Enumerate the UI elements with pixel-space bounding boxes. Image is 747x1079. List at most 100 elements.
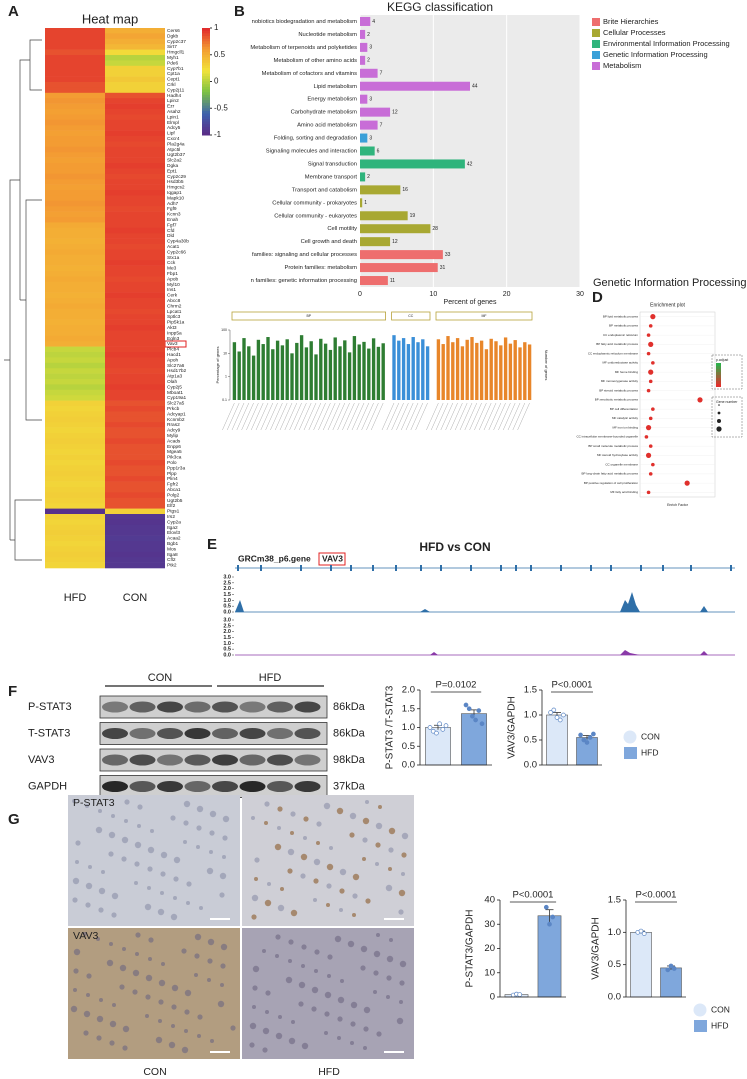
category-label: Lipid metabolism bbox=[314, 84, 358, 90]
legend-swatch bbox=[694, 1020, 707, 1032]
gene-label: Acads bbox=[167, 438, 181, 444]
legend-gradient bbox=[716, 363, 721, 366]
data-label: 3 bbox=[369, 97, 372, 103]
bar bbox=[309, 341, 313, 400]
blot-band bbox=[239, 728, 266, 739]
ihc-nucleus bbox=[108, 831, 116, 839]
heatmap-cell bbox=[105, 335, 165, 342]
heatmap-cell bbox=[45, 249, 105, 256]
heatmap-cell bbox=[105, 476, 165, 482]
heatmap-cell bbox=[45, 168, 105, 175]
ihc-nucleus bbox=[109, 1020, 117, 1028]
blot-band bbox=[239, 701, 266, 713]
ihc-nucleus bbox=[291, 1020, 295, 1024]
colorbar-cell bbox=[202, 65, 210, 69]
gene-label: Kcnmb2 bbox=[167, 417, 185, 423]
legend-swatch bbox=[592, 18, 600, 26]
colorbar-cell bbox=[202, 62, 210, 66]
blot-band bbox=[267, 701, 293, 713]
heatmap-cell bbox=[105, 416, 165, 423]
ihc-nucleus bbox=[298, 981, 306, 989]
legend-size bbox=[717, 411, 721, 415]
ihc-nucleus bbox=[252, 1005, 256, 1009]
bar bbox=[546, 714, 568, 766]
gene-label: VAV3 bbox=[322, 553, 343, 563]
legend-label: HFD bbox=[641, 747, 658, 757]
heatmap-cell bbox=[105, 379, 165, 385]
ihc-nucleus bbox=[148, 957, 152, 961]
ihc-nucleus bbox=[222, 815, 230, 823]
heatmap-cell bbox=[105, 535, 165, 542]
heatmap-cell bbox=[45, 481, 105, 488]
group-label: CON bbox=[148, 672, 173, 684]
ihc-nucleus bbox=[220, 963, 226, 969]
ihc-nucleus bbox=[349, 832, 355, 838]
ihc-nucleus bbox=[207, 938, 215, 946]
bar bbox=[360, 263, 438, 273]
bar bbox=[392, 335, 396, 400]
bar bbox=[376, 346, 381, 400]
bar bbox=[465, 339, 469, 400]
ihc-nucleus bbox=[181, 1046, 189, 1054]
ihc-nucleus bbox=[385, 884, 393, 892]
x-tick-label-stub bbox=[361, 402, 374, 431]
blot-band bbox=[212, 754, 238, 766]
heatmap-cell bbox=[45, 103, 105, 110]
heatmap-cell bbox=[45, 28, 105, 34]
x-tick-label-stub bbox=[493, 402, 506, 431]
data-label: 1 bbox=[364, 200, 367, 206]
ihc-nucleus bbox=[184, 989, 192, 997]
heatmap-cell bbox=[45, 260, 105, 266]
scale-bar bbox=[210, 1051, 230, 1053]
x-tick-label-stub bbox=[313, 402, 326, 431]
ihc-nucleus bbox=[287, 848, 295, 856]
bar bbox=[360, 146, 375, 156]
legend-label: Genetic Information Processing bbox=[603, 50, 708, 59]
legend-swatch bbox=[693, 1003, 707, 1017]
blot-band bbox=[212, 701, 238, 713]
heatmap-cell bbox=[45, 362, 105, 369]
blot-band bbox=[102, 701, 128, 713]
bar bbox=[441, 344, 445, 400]
ihc-nucleus bbox=[314, 969, 318, 973]
ihc-nucleus bbox=[158, 1019, 162, 1023]
ihc-nucleus bbox=[85, 804, 89, 808]
y-tick-label: 1.5 bbox=[524, 685, 537, 696]
data-label: 3 bbox=[369, 45, 372, 51]
heatmap-cell bbox=[45, 217, 105, 223]
ihc-nucleus bbox=[337, 1036, 341, 1040]
point bbox=[684, 480, 690, 486]
y-tick-label: 10 bbox=[223, 351, 227, 355]
heatmap-cell bbox=[105, 530, 165, 536]
ihc-nucleus bbox=[119, 984, 125, 990]
legend-swatch bbox=[592, 40, 600, 48]
bar bbox=[360, 211, 408, 221]
x-tick-label-stub bbox=[440, 402, 453, 431]
heatmap-cell bbox=[45, 541, 105, 547]
heatmap-cell bbox=[45, 227, 105, 234]
ihc-nucleus bbox=[313, 898, 317, 902]
gene-label: Mylip bbox=[167, 433, 179, 439]
bar bbox=[360, 120, 378, 130]
ihc-nucleus bbox=[363, 1006, 371, 1014]
data-point bbox=[434, 730, 439, 736]
gene-label: Fbp1 bbox=[167, 271, 178, 277]
heatmap-cell bbox=[105, 130, 165, 137]
data-label: 33 bbox=[445, 252, 451, 258]
bar bbox=[360, 133, 368, 143]
ihc-nucleus bbox=[75, 860, 79, 864]
blot-band bbox=[157, 754, 183, 766]
heatmap-cell bbox=[45, 98, 105, 104]
gene-label: Abca1 bbox=[167, 487, 181, 493]
category-label: CC endoplasmic reticulum membrane bbox=[588, 351, 639, 355]
ihc-nucleus bbox=[222, 855, 226, 859]
ihc-nucleus bbox=[334, 935, 342, 943]
category-label: BP fatty acid metabolic process bbox=[596, 342, 638, 346]
bar bbox=[251, 355, 256, 400]
ihc-nucleus bbox=[197, 1034, 201, 1038]
heatmap-cell bbox=[45, 65, 105, 72]
colorbar-cell bbox=[202, 105, 210, 109]
x-tick-label-stub bbox=[347, 402, 360, 431]
ihc-nucleus bbox=[386, 955, 394, 963]
